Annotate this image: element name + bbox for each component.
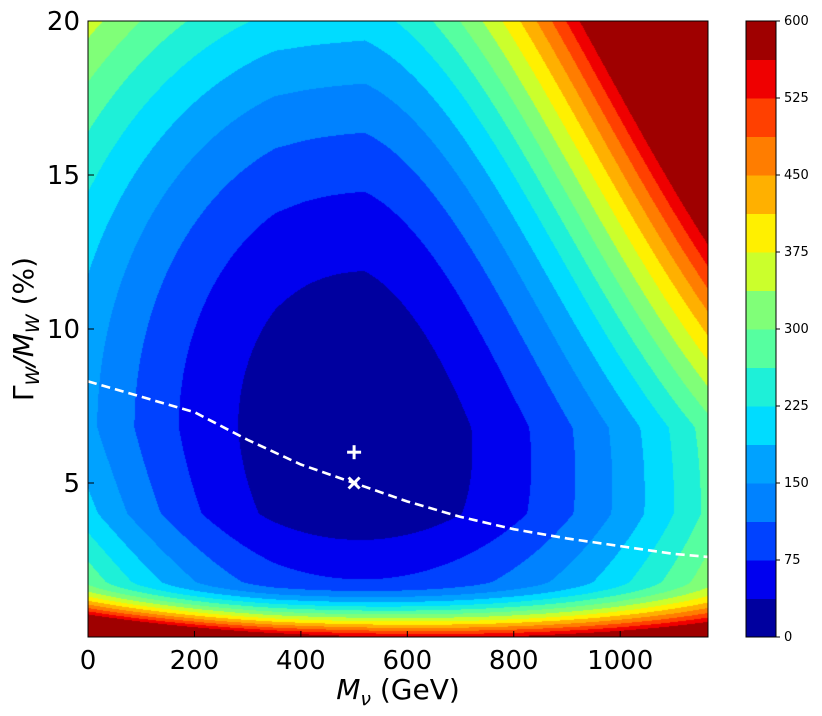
y-tick-label: 5 <box>63 469 80 499</box>
x-tick-label: 0 <box>80 646 97 676</box>
colorbar-tick-label: 75 <box>784 553 801 568</box>
y-tick-label: 10 <box>47 315 80 345</box>
colorbar-band <box>746 598 776 638</box>
colorbar-band <box>746 136 776 176</box>
colorbar-band <box>746 98 776 137</box>
colorbar <box>746 21 776 638</box>
colorbar-tick-label: 450 <box>784 168 809 183</box>
colorbar-band <box>746 406 776 445</box>
y-tick-label: 15 <box>47 161 80 191</box>
colorbar-ticks: 0 75 150 225 300 375 450 525 600 <box>776 14 809 645</box>
colorbar-tick-label: 150 <box>784 476 809 491</box>
colorbar-band <box>746 367 776 407</box>
x-tick-label: 1000 <box>587 646 653 676</box>
colorbar-band <box>746 175 776 214</box>
x-tick-label: 400 <box>276 646 326 676</box>
colorbar-band <box>746 329 776 368</box>
contour-field <box>88 21 708 637</box>
colorbar-tick-label: 0 <box>784 630 792 645</box>
plus-marker <box>347 445 362 460</box>
colorbar-tick-label: 300 <box>784 322 809 337</box>
dashed-curve <box>88 380 708 559</box>
colorbar-band <box>746 21 776 60</box>
colorbar-band <box>746 59 776 99</box>
colorbar-band <box>746 252 776 291</box>
x-tick-label: 200 <box>170 646 220 676</box>
colorbar-tick-label: 375 <box>784 245 809 260</box>
colorbar-tick-label: 600 <box>784 14 809 29</box>
colorbar-band <box>746 521 776 561</box>
x-tick-label: 800 <box>489 646 539 676</box>
colorbar-band <box>746 290 776 330</box>
colorbar-tick-label: 225 <box>784 399 809 414</box>
y-axis-ticks: 5 10 15 20 <box>47 7 94 499</box>
y-axis-label: ΓW/MW (%) <box>7 257 44 401</box>
colorbar-band <box>746 213 776 253</box>
y-tick-label: 20 <box>47 7 80 37</box>
colorbar-band <box>746 444 776 484</box>
x-tick-label: 600 <box>382 646 432 676</box>
cross-marker <box>347 476 361 490</box>
colorbar-band <box>746 483 776 522</box>
x-axis-label: Mν (GeV) <box>336 673 460 710</box>
x-axis-ticks: 0 200 400 600 800 1000 <box>80 631 653 676</box>
colorbar-tick-label: 525 <box>784 91 809 106</box>
colorbar-band <box>746 560 776 599</box>
